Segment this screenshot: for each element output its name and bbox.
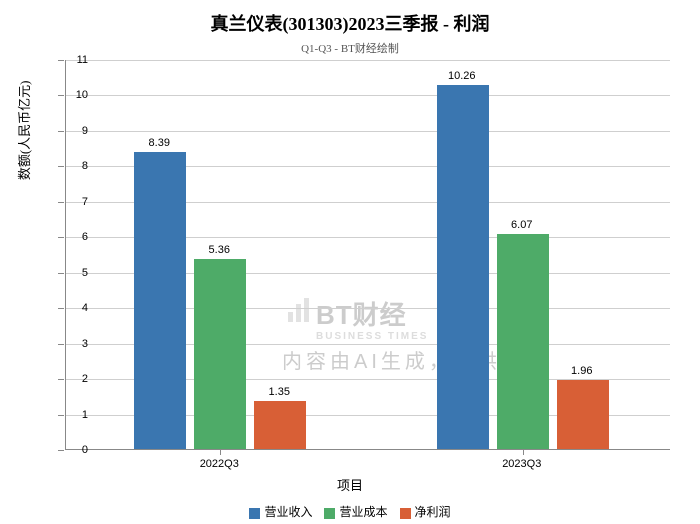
- y-tick-label: 0: [82, 444, 88, 456]
- y-tick-label: 3: [82, 338, 88, 350]
- legend: 营业收入 营业成本 净利润: [0, 503, 700, 520]
- y-tick: [58, 273, 64, 274]
- y-axis-label: 数额(人民币亿元): [14, 80, 33, 180]
- y-tick-label: 8: [82, 160, 88, 172]
- legend-swatch: [324, 508, 335, 519]
- bar: [557, 380, 609, 449]
- y-tick-label: 11: [77, 54, 88, 66]
- legend-label: 净利润: [415, 505, 451, 519]
- y-tick-label: 7: [82, 196, 88, 208]
- y-tick: [58, 202, 64, 203]
- y-tick-label: 1: [82, 409, 88, 421]
- bar: [194, 259, 246, 449]
- y-tick: [58, 131, 64, 132]
- x-tick: [523, 449, 524, 455]
- y-tick-label: 5: [82, 267, 88, 279]
- y-tick: [58, 308, 64, 309]
- legend-item: 营业成本: [324, 503, 387, 520]
- bar-value-label: 8.39: [149, 137, 170, 149]
- bar-value-label: 6.07: [511, 219, 532, 231]
- bar: [497, 234, 549, 449]
- y-tick-label: 6: [82, 231, 88, 243]
- bar-value-label: 1.35: [269, 386, 290, 398]
- legend-item: 净利润: [400, 503, 451, 520]
- legend-label: 营业收入: [264, 505, 312, 519]
- x-tick-label: 2022Q3: [200, 458, 239, 470]
- chart-subtitle: Q1-Q3 - BT财经绘制: [0, 40, 700, 56]
- bar: [254, 401, 306, 449]
- grid-line: [66, 95, 670, 96]
- plot-area: BT财经 BUSINESS TIMES 内容由AI生成，仅供参考: [65, 60, 670, 450]
- y-tick-label: 10: [76, 89, 88, 101]
- x-tick-label: 2023Q3: [502, 458, 541, 470]
- bar-value-label: 10.26: [448, 70, 476, 82]
- bar-value-label: 1.96: [571, 365, 592, 377]
- x-axis-label: 项目: [0, 475, 700, 494]
- chart-title: 真兰仪表(301303)2023三季报 - 利润: [0, 0, 700, 36]
- legend-swatch: [249, 508, 260, 519]
- bar-value-label: 5.36: [209, 244, 230, 256]
- y-tick-label: 9: [82, 125, 88, 137]
- x-tick: [220, 449, 221, 455]
- watermark-logo-bars: [288, 298, 309, 322]
- legend-label: 营业成本: [339, 505, 387, 519]
- watermark-logo-sub: BUSINESS TIMES: [316, 332, 428, 342]
- y-tick-label: 4: [82, 302, 88, 314]
- bar: [437, 85, 489, 449]
- y-tick: [58, 95, 64, 96]
- watermark-logo-main: BT财经: [316, 300, 407, 330]
- y-tick: [58, 166, 64, 167]
- y-tick: [58, 237, 64, 238]
- y-tick: [58, 450, 64, 451]
- legend-swatch: [400, 508, 411, 519]
- grid-line: [66, 60, 670, 61]
- grid-line: [66, 131, 670, 132]
- y-tick-label: 2: [82, 373, 88, 385]
- y-tick: [58, 344, 64, 345]
- y-tick: [58, 379, 64, 380]
- bar: [134, 152, 186, 449]
- watermark-logo-text: BT财经 BUSINESS TIMES: [316, 295, 428, 342]
- y-tick: [58, 415, 64, 416]
- legend-item: 营业收入: [249, 503, 312, 520]
- y-tick: [58, 60, 64, 61]
